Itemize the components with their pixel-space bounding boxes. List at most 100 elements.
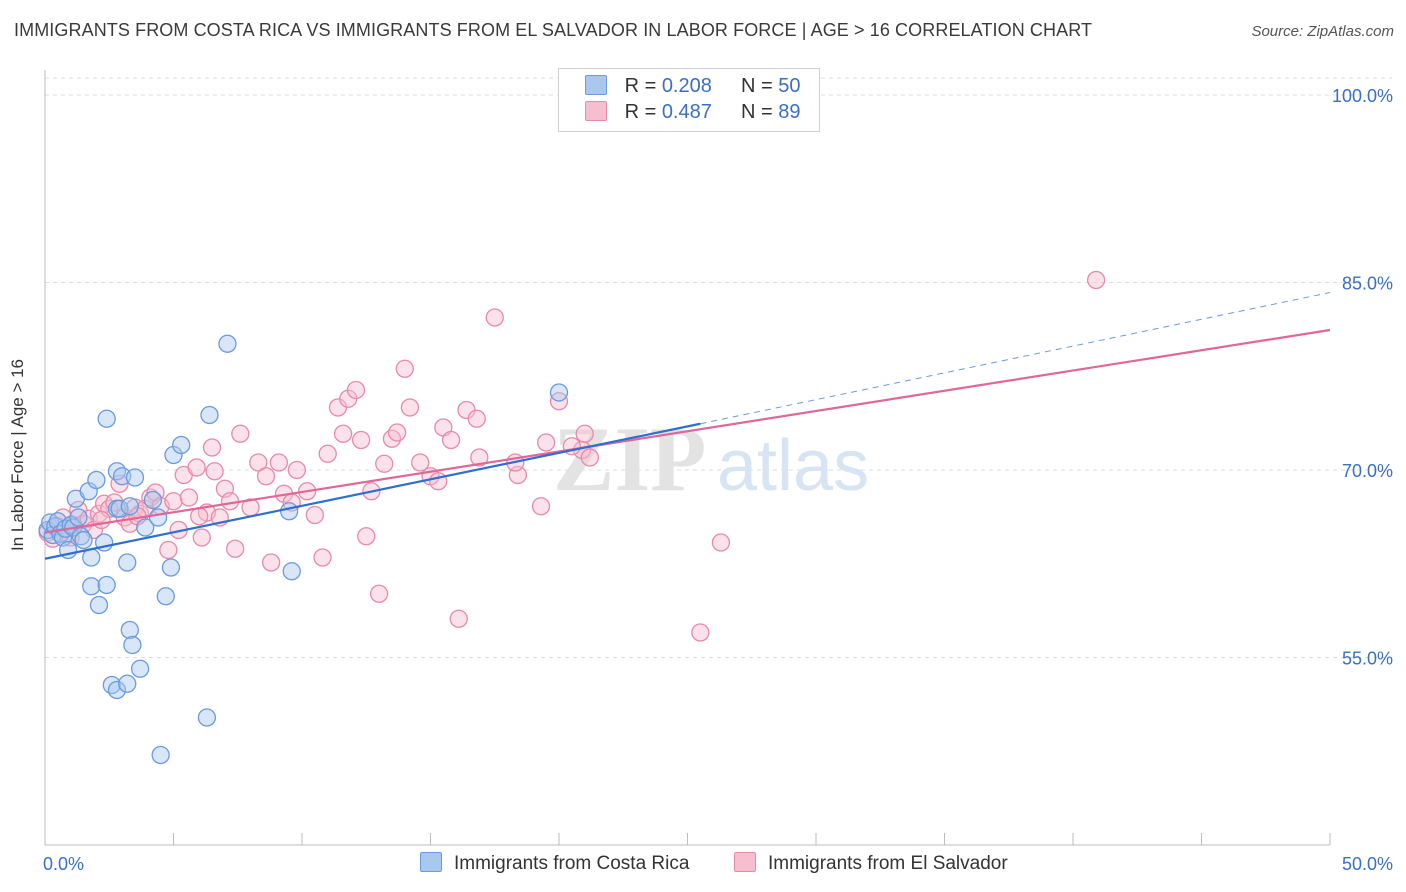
data-point-el-salvador (269, 453, 289, 472)
data-point-el-salvador (256, 467, 276, 486)
data-point-costa-rica (74, 530, 93, 550)
legend-n-label: N = (741, 75, 779, 97)
data-point-el-salvador (231, 424, 250, 443)
bottom-legend-label: Immigrants from El Salvador (768, 853, 1008, 874)
y-tick-label: 55.0% (1342, 649, 1393, 669)
data-point-el-salvador (313, 548, 332, 567)
data-point-el-salvador (711, 533, 731, 552)
legend-n-label: N = (741, 101, 779, 123)
bottom-legend-costa-rica: Immigrants from Costa Rica (420, 852, 689, 875)
trend-lines (44, 292, 1331, 560)
chart-title: IMMIGRANTS FROM COSTA RICA VS IMMIGRANTS… (14, 20, 1093, 40)
tick-labels: 55.0% 70.0% 85.0% 100.0% 0.0% 50.0% (43, 86, 1393, 874)
data-point-el-salvador (190, 507, 209, 526)
data-point-costa-rica (218, 334, 237, 353)
data-point-el-salvador (580, 448, 599, 467)
y-tick-label: 85.0% (1342, 274, 1393, 294)
source-label: Source: ZipAtlas.com (1251, 23, 1394, 40)
trend-line-costa-rica (44, 422, 701, 560)
data-point-costa-rica (200, 405, 219, 425)
data-point-costa-rica (97, 575, 116, 595)
bottom-legend-swatch-pink (734, 852, 756, 872)
data-point-costa-rica (125, 468, 145, 487)
legend-r-value: 0.208 (661, 75, 712, 97)
data-point-el-salvador (346, 380, 366, 400)
data-point-costa-rica (107, 462, 127, 481)
data-point-el-salvador (159, 540, 178, 560)
trend-line-el-salvador (44, 328, 1331, 534)
data-point-costa-rica (172, 435, 191, 455)
data-point-el-salvador (187, 458, 206, 477)
data-point-costa-rica (148, 508, 168, 527)
data-point-el-salvador (395, 359, 414, 378)
data-point-costa-rica (197, 708, 217, 727)
data-point-el-salvador (441, 430, 461, 450)
data-point-el-salvador (205, 462, 224, 481)
y-tick-label: 70.0% (1342, 461, 1393, 481)
axes (44, 70, 1331, 846)
trend-line-costa-rica-extension (700, 292, 1331, 425)
bottom-legend-el-salvador: Immigrants from El Salvador (734, 852, 1008, 875)
legend-swatch-blue (585, 75, 607, 95)
data-point-costa-rica (97, 409, 116, 428)
x-tick-label: 50.0% (1342, 854, 1393, 874)
legend-swatch-pink (585, 101, 607, 121)
legend-row-costa-rica: R = 0.208 N = 50 (585, 75, 801, 99)
legend-r-value: 0.487 (661, 101, 712, 123)
data-point-costa-rica (102, 675, 121, 695)
data-point-costa-rica (120, 620, 139, 640)
data-point-el-salvador (351, 430, 371, 450)
data-point-el-salvador (470, 448, 489, 467)
data-point-el-salvador (226, 539, 245, 558)
bottom-legend-label: Immigrants from Costa Rica (454, 853, 690, 874)
data-point-el-salvador (575, 424, 594, 443)
data-point-costa-rica (89, 595, 109, 615)
data-point-el-salvador (387, 423, 407, 442)
data-point-costa-rica (118, 674, 137, 693)
bottom-legend-swatch-blue (420, 852, 442, 872)
data-point-costa-rica (156, 587, 175, 606)
watermark-atlas: atlas (717, 426, 869, 506)
watermark-zip: ZIP (553, 408, 706, 510)
x-tick-label: 0.0% (43, 854, 84, 874)
data-point-costa-rica (161, 558, 181, 577)
data-point-costa-rica (107, 680, 127, 700)
data-point-el-salvador (318, 444, 337, 463)
data-point-el-salvador (220, 492, 240, 511)
data-point-el-salvador (192, 528, 211, 547)
data-point-el-salvador (202, 438, 222, 457)
data-point-costa-rica (118, 553, 137, 572)
legend-r-label: R = (624, 101, 662, 123)
data-point-costa-rica (279, 502, 299, 521)
data-point-el-salvador (429, 472, 448, 491)
data-point-costa-rica (123, 635, 142, 655)
data-point-el-salvador (179, 488, 199, 507)
data-point-costa-rica (164, 445, 183, 465)
data-point-costa-rica (130, 659, 150, 678)
data-point-el-salvador (1086, 270, 1106, 290)
legend-row-el-salvador: R = 0.487 N = 89 (585, 101, 801, 125)
data-point-el-salvador (485, 308, 504, 327)
data-point-costa-rica (143, 490, 163, 510)
data-point-el-salvador (531, 497, 551, 516)
data-point-el-salvador (400, 398, 420, 417)
data-point-costa-rica (151, 745, 170, 765)
data-point-el-salvador (411, 453, 430, 472)
data-point-costa-rica (136, 518, 155, 537)
y-axis-label: In Labor Force | Age > 16 (8, 358, 27, 552)
series-el-salvador-points (38, 270, 1106, 642)
legend-n-value: 50 (778, 75, 801, 97)
data-point-el-salvador (467, 409, 486, 428)
data-point-el-salvador (262, 553, 281, 572)
data-point-el-salvador (287, 460, 307, 480)
data-point-el-salvador (333, 424, 353, 443)
data-point-costa-rica (549, 383, 569, 402)
y-tick-label: 100.0% (1332, 86, 1393, 106)
data-point-costa-rica (120, 497, 139, 516)
data-point-el-salvador (92, 510, 111, 530)
data-point-el-salvador (537, 433, 556, 452)
data-point-el-salvador (357, 527, 376, 546)
legend-r-label: R = (624, 75, 662, 97)
data-point-el-salvador (691, 623, 710, 642)
